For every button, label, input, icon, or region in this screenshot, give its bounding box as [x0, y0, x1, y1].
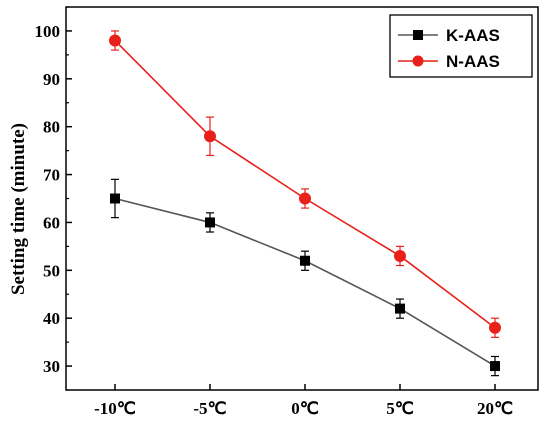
plot-area [109, 30, 501, 377]
y-tick-label: 100 [35, 22, 61, 41]
legend-label: N-AAS [446, 52, 500, 71]
y-tick-label: 80 [43, 118, 60, 137]
y-tick-label: 50 [43, 261, 60, 280]
x-tick-label: -5℃ [193, 399, 226, 418]
x-tick-label: -10℃ [94, 399, 136, 418]
series-n-aas [109, 30, 501, 338]
axes: 30 40 50 60 70 80 90 100 -10℃ -5℃ 0℃ 5℃ 20℃ [35, 6, 539, 418]
y-tick-label: 30 [43, 357, 60, 376]
data-point [110, 193, 120, 204]
legend-item-k-aas: K-AAS [398, 26, 500, 45]
series-k-aas [110, 178, 500, 377]
x-tick-label: 20℃ [477, 399, 513, 418]
data-point [395, 303, 405, 314]
legend: K-AAS N-AAS [389, 14, 533, 78]
legend-box [389, 14, 533, 78]
y-tick-label: 90 [43, 70, 60, 89]
data-point [204, 130, 216, 143]
data-point [109, 34, 121, 47]
data-point [489, 321, 501, 334]
data-point [490, 361, 500, 372]
series-line [114, 39, 496, 329]
series-line [114, 197, 496, 367]
x-tick-label: 0℃ [291, 399, 319, 418]
data-point [394, 249, 406, 262]
x-tick-label: 5℃ [386, 399, 414, 418]
legend-marker [413, 30, 423, 40]
y-tick-label: 70 [43, 166, 60, 185]
data-point [300, 255, 310, 266]
data-point [299, 192, 311, 205]
legend-marker [412, 55, 424, 67]
legend-label: K-AAS [446, 26, 500, 45]
data-point [205, 217, 215, 228]
legend-item-n-aas: N-AAS [398, 52, 500, 71]
y-tick-label: 40 [43, 309, 60, 328]
y-axis-title: Setting time (minute) [8, 123, 29, 295]
y-tick-label: 60 [43, 213, 60, 232]
